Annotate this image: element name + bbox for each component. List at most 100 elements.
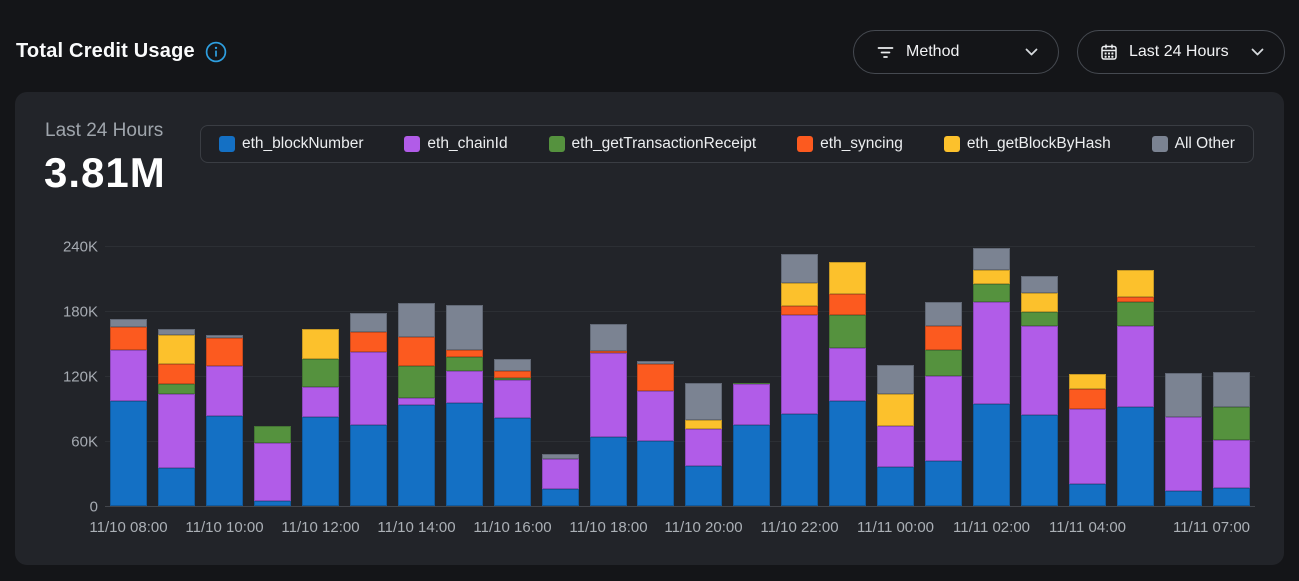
bar-segment-eth_getTransactionReceipt[interactable] [1117,302,1155,327]
bar-segment-eth_getBlockByHash[interactable] [829,262,867,294]
bar-segment-eth_syncing[interactable] [397,337,435,367]
bar-segment-All Other[interactable] [589,324,627,352]
bar-segment-eth_getTransactionReceipt[interactable] [397,366,435,398]
bar-segment-eth_chainId[interactable] [301,386,339,418]
bar-column[interactable] [1021,276,1059,506]
bar-column[interactable] [973,248,1011,506]
bar-column[interactable] [110,318,147,506]
info-icon[interactable] [205,41,227,63]
bar-segment-All Other[interactable] [349,313,387,332]
bar-segment-eth_getTransactionReceipt[interactable] [253,425,291,444]
legend-item[interactable]: eth_blockNumber [219,135,363,153]
bar-segment-eth_chainId[interactable] [829,347,867,401]
legend-item[interactable]: eth_getTransactionReceipt [548,135,756,153]
bar-segment-eth_blockNumber[interactable] [157,468,195,506]
bar-segment-eth_chainId[interactable] [110,350,147,401]
bar-segment-All Other[interactable] [205,334,243,339]
bar-segment-eth_getTransactionReceipt[interactable] [829,315,867,348]
bar-segment-eth_syncing[interactable] [829,293,867,316]
bar-segment-eth_blockNumber[interactable] [589,436,627,506]
bar-segment-eth_getTransactionReceipt[interactable] [973,283,1011,303]
bar-segment-eth_chainId[interactable] [1021,326,1059,415]
bar-column[interactable] [685,382,723,506]
bar-segment-eth_blockNumber[interactable] [397,405,435,506]
bar-segment-eth_blockNumber[interactable] [1117,407,1155,506]
bar-segment-eth_blockNumber[interactable] [1069,484,1107,506]
bar-segment-eth_getTransactionReceipt[interactable] [301,358,339,387]
bar-segment-eth_blockNumber[interactable] [349,424,387,506]
bar-segment-eth_chainId[interactable] [589,353,627,437]
bar-segment-eth_blockNumber[interactable] [733,424,771,506]
bar-segment-eth_getBlockByHash[interactable] [1021,292,1059,313]
bar-segment-eth_syncing[interactable] [110,327,147,351]
bar-column[interactable] [1117,269,1155,506]
bar-segment-eth_getTransactionReceipt[interactable] [1021,312,1059,327]
bar-segment-eth_chainId[interactable] [685,429,723,466]
bar-segment-eth_syncing[interactable] [157,364,195,384]
bar-column[interactable] [253,425,291,506]
bar-segment-eth_blockNumber[interactable] [1164,490,1202,506]
bar-segment-eth_blockNumber[interactable] [493,418,531,506]
bar-segment-eth_syncing[interactable] [589,351,627,354]
bar-column[interactable] [1212,371,1250,506]
bar-segment-eth_syncing[interactable] [925,326,963,350]
bar-segment-eth_getBlockByHash[interactable] [301,329,339,359]
bar-segment-eth_getTransactionReceipt[interactable] [445,356,483,371]
bar-segment-eth_chainId[interactable] [541,459,579,489]
bar-segment-All Other[interactable] [685,382,723,421]
bar-segment-eth_chainId[interactable] [1117,326,1155,408]
bar-segment-All Other[interactable] [1164,372,1202,418]
bar-segment-eth_blockNumber[interactable] [637,441,675,506]
bar-segment-eth_chainId[interactable] [445,370,483,404]
bar-column[interactable] [733,382,771,506]
bar-segment-eth_blockNumber[interactable] [445,403,483,506]
legend-item[interactable]: eth_getBlockByHash [943,135,1111,153]
bar-segment-All Other[interactable] [445,304,483,351]
bar-column[interactable] [1069,373,1107,506]
bar-segment-eth_getBlockByHash[interactable] [781,282,819,306]
bar-column[interactable] [541,454,579,506]
bar-column[interactable] [829,262,867,506]
bar-segment-eth_blockNumber[interactable] [205,416,243,506]
bar-segment-eth_blockNumber[interactable] [541,488,579,506]
bar-segment-All Other[interactable] [925,302,963,327]
bar-segment-eth_syncing[interactable] [781,305,819,316]
bar-column[interactable] [925,302,963,506]
bar-segment-All Other[interactable] [973,248,1011,270]
bar-segment-eth_chainId[interactable] [973,302,1011,405]
bar-column[interactable] [877,365,915,506]
bar-segment-eth_blockNumber[interactable] [685,465,723,506]
bar-segment-eth_getBlockByHash[interactable] [157,334,195,365]
bar-segment-eth_blockNumber[interactable] [973,404,1011,506]
bar-segment-eth_syncing[interactable] [445,350,483,357]
bar-segment-eth_chainId[interactable] [1164,417,1202,491]
bar-column[interactable] [637,360,675,506]
bar-column[interactable] [157,329,195,506]
bar-segment-eth_getTransactionReceipt[interactable] [925,350,963,376]
bar-segment-All Other[interactable] [637,360,675,365]
bar-segment-eth_chainId[interactable] [1212,439,1250,488]
bar-segment-All Other[interactable] [157,329,195,335]
legend-item[interactable]: eth_syncing [797,135,903,153]
bar-segment-eth_chainId[interactable] [1069,408,1107,485]
bar-segment-eth_syncing[interactable] [637,364,675,392]
time-range-dropdown[interactable]: Last 24 Hours [1077,30,1285,74]
bar-segment-eth_blockNumber[interactable] [781,413,819,506]
bar-segment-eth_getBlockByHash[interactable] [1069,373,1107,390]
bar-segment-eth_syncing[interactable] [205,338,243,367]
legend-item[interactable]: All Other [1151,135,1235,153]
legend-item[interactable]: eth_chainId [404,135,508,153]
bar-segment-All Other[interactable] [877,365,915,395]
bar-segment-eth_blockNumber[interactable] [829,400,867,506]
bar-column[interactable] [301,329,339,506]
bar-segment-eth_blockNumber[interactable] [1021,415,1059,506]
bar-segment-All Other[interactable] [781,253,819,283]
bar-segment-eth_chainId[interactable] [637,391,675,441]
bar-segment-eth_syncing[interactable] [349,331,387,353]
bar-column[interactable] [1164,372,1202,506]
bar-column[interactable] [397,303,435,506]
bar-column[interactable] [589,324,627,506]
bar-column[interactable] [205,334,243,506]
bar-segment-eth_blockNumber[interactable] [1212,487,1250,506]
bar-segment-eth_getTransactionReceipt[interactable] [493,378,531,381]
